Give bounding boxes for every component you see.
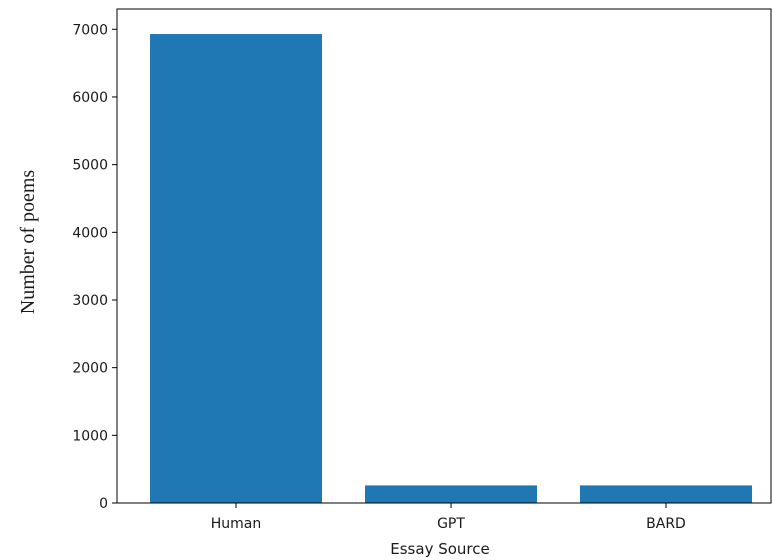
- bar-human: [150, 34, 322, 503]
- y-tick-label: 0: [99, 496, 108, 512]
- bar-bard: [580, 485, 752, 503]
- x-tick-label: BARD: [646, 516, 686, 532]
- bars-group: [150, 34, 752, 503]
- y-tick-label: 3000: [72, 293, 108, 309]
- y-axis-ticks: 0 1000 2000 3000 4000 5000 6000 7000: [72, 22, 117, 512]
- y-tick-label: 6000: [72, 90, 108, 106]
- x-tick-label: Human: [211, 516, 262, 532]
- y-tick-label: 7000: [72, 22, 108, 38]
- y-tick-label: 2000: [72, 361, 108, 377]
- x-tick-label: GPT: [437, 516, 465, 532]
- y-tick-label: 1000: [72, 428, 108, 444]
- y-axis-label: Number of poems: [17, 170, 39, 315]
- x-axis-ticks: Human GPT BARD: [211, 503, 686, 532]
- y-tick-label: 4000: [72, 225, 108, 241]
- x-axis-label: Essay Source: [390, 540, 489, 558]
- bar-gpt: [365, 485, 537, 503]
- plot-frame: [116, 8, 772, 504]
- y-tick-label: 5000: [72, 158, 108, 174]
